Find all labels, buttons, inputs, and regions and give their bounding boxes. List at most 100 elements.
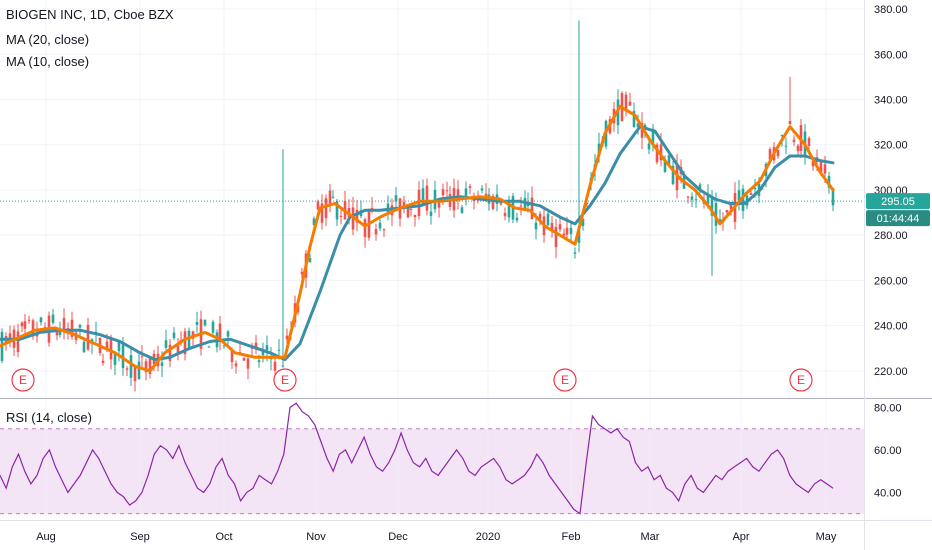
price-tick-label: 280.00	[874, 230, 908, 242]
rsi-axis[interactable]: 40.00 60.00 80.00	[874, 402, 902, 499]
price-tick-label: 360.00	[874, 49, 908, 61]
candle-body	[421, 188, 425, 205]
candle-body	[710, 196, 714, 216]
candle-body	[254, 342, 258, 348]
candle-body	[316, 201, 320, 210]
candle-body	[16, 331, 20, 352]
candle-body	[409, 208, 413, 210]
earnings-marker	[553, 368, 577, 392]
ma10-legend[interactable]: MA (10, close)	[6, 54, 90, 69]
candle-body	[690, 196, 694, 200]
symbol-legend[interactable]: BIOGEN INC, 1D, Cboe BZX	[6, 7, 174, 22]
earnings-marker-label: E	[281, 373, 289, 387]
rsi-legend[interactable]: RSI (14, close)	[6, 410, 92, 425]
price-axis[interactable]: 220.00240.00260.00280.00300.00320.00340.…	[874, 4, 908, 378]
candle-body	[429, 211, 433, 217]
candle-body	[211, 321, 215, 333]
candle-body	[51, 314, 55, 323]
candle-body	[58, 328, 62, 335]
candle-body	[250, 347, 254, 349]
candle-body	[374, 229, 378, 235]
candle-body	[788, 120, 792, 125]
candle-body	[550, 222, 554, 230]
candle-body	[643, 124, 647, 129]
candle-body	[503, 212, 507, 217]
candle-body	[768, 149, 772, 160]
rsi-tick-label: 40.00	[874, 487, 902, 499]
candle-body	[183, 331, 187, 355]
candle-body	[109, 338, 113, 360]
candle-body	[823, 164, 827, 174]
candle-body	[234, 363, 238, 367]
candle-body	[807, 138, 811, 146]
candle-body	[207, 346, 211, 348]
candle-body	[819, 162, 823, 173]
candle-body	[39, 317, 43, 323]
candle-body	[632, 111, 636, 127]
candle-body	[472, 198, 476, 202]
candle-body	[499, 203, 503, 205]
candle-body	[27, 319, 31, 321]
candle-body	[164, 340, 168, 348]
candle-body	[121, 343, 125, 369]
candle-body	[300, 271, 304, 275]
candle-body	[753, 188, 757, 190]
candle-body	[160, 362, 164, 366]
candle-body	[530, 197, 534, 220]
candle-body	[23, 321, 27, 329]
time-tick-label: Nov	[306, 531, 326, 543]
candle-body	[273, 361, 277, 371]
candle-body	[20, 322, 24, 327]
candle-body	[82, 341, 86, 353]
candle-body	[113, 353, 117, 365]
candle-body	[562, 233, 566, 236]
candle-body	[718, 219, 722, 222]
candle-body	[796, 145, 800, 152]
candle-body	[456, 189, 460, 201]
earnings-marker-label: E	[561, 373, 569, 387]
candle-body	[585, 202, 589, 204]
candle-body	[172, 332, 176, 339]
candle-body	[437, 202, 441, 208]
rsi-line	[0, 402, 834, 515]
candle-body	[320, 203, 324, 223]
candle-body	[468, 186, 472, 188]
ma20-line	[0, 125, 835, 362]
time-tick-label: Dec	[388, 531, 408, 543]
candle-body	[101, 360, 105, 364]
candle-body	[698, 184, 702, 191]
candle-body	[671, 165, 675, 184]
time-tick-label: Mar	[641, 531, 660, 543]
ma20-legend[interactable]: MA (20, close)	[6, 32, 90, 47]
candle-body	[640, 122, 644, 138]
candle-body	[382, 229, 386, 231]
candle-body	[811, 160, 815, 167]
countdown-badge: 01:44:44	[866, 210, 930, 227]
time-tick-label: Aug	[36, 531, 56, 543]
earnings-marker-label: E	[797, 373, 805, 387]
candle-body	[105, 341, 109, 350]
candle-body	[265, 345, 269, 351]
candle-body	[277, 349, 281, 351]
candle-body	[647, 143, 651, 150]
candle-body	[515, 217, 519, 221]
candle-body	[491, 195, 495, 209]
candle-body	[296, 305, 300, 313]
candle-body	[581, 219, 585, 227]
candle-body	[460, 207, 464, 214]
candle-body	[554, 227, 558, 248]
candle-body	[425, 185, 429, 211]
candle-body	[339, 215, 343, 217]
time-axis[interactable]: Aug Sep Oct Nov Dec 2020 Feb Mar Apr May	[36, 531, 837, 543]
price-tick-label: 240.00	[874, 321, 908, 333]
candle-body	[125, 368, 129, 370]
last-price-badge: 295.05	[866, 193, 930, 210]
candle-body	[285, 335, 289, 340]
time-tick-label: Oct	[215, 531, 232, 543]
price-tick-label: 380.00	[874, 4, 908, 16]
price-tick-label: 220.00	[874, 366, 908, 378]
candle-body	[281, 365, 285, 367]
candle-body	[737, 190, 741, 201]
candle-body	[675, 164, 679, 191]
